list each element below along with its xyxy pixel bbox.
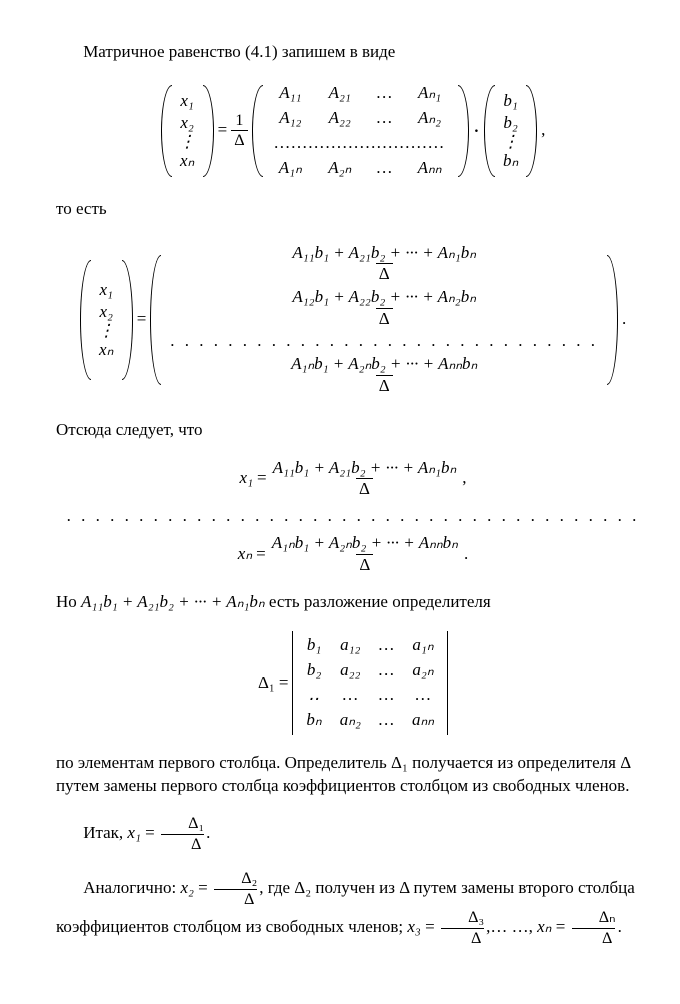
para-follows: Отсюда следует, что bbox=[56, 419, 650, 442]
eq-1: x₁x₂⋮xₙ = 1 Δ A₁₁A₂₁…Aₙ₁A₁₂A₂₂…Aₙ₂………………… bbox=[56, 81, 650, 181]
eq-x1: x₁ = A₁₁b₁ + A₂₁b₂ + ··· + Aₙ₁bₙ Δ , bbox=[56, 459, 650, 499]
para-analogous: Аналогично: x₂ = Δ₂Δ, где Δ₂ получен из … bbox=[56, 870, 650, 947]
dots-line: . . . . . . . . . . . . . . . . . . . . … bbox=[67, 505, 640, 528]
eq-det: Δ₁ = b₁a₁₂…a₁ₙb₂a₂₂…a₂ₙ‥………bₙaₙ₂…aₙₙ bbox=[56, 631, 650, 735]
para-to-est: то есть bbox=[56, 198, 650, 221]
para-itak: Итак, x₁ = Δ₁Δ. bbox=[56, 815, 650, 854]
para-explanation: по элементам первого столбца. Определите… bbox=[56, 752, 650, 798]
para-expansion: Но A₁₁b₁ + A₂₁b₂ + ··· + Aₙ₁bₙ есть разл… bbox=[56, 591, 650, 614]
eq-xn: xₙ = A₁ₙb₁ + A₂ₙb₂ + ··· + Aₙₙbₙ Δ . bbox=[56, 534, 650, 574]
eq-2: x₁x₂⋮xₙ = A₁₁b₁ + A₂₁b₂ + ··· + Aₙ₁bₙΔA₁… bbox=[56, 238, 650, 402]
para-intro: Матричное равенство (4.1) запишем в виде bbox=[56, 41, 650, 64]
